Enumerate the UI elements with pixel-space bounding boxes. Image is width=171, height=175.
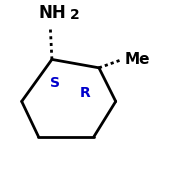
Text: R: R [80,86,91,100]
Text: Me: Me [125,52,150,67]
Text: 2: 2 [70,8,79,22]
Text: S: S [50,76,60,90]
Text: NH: NH [39,4,67,22]
